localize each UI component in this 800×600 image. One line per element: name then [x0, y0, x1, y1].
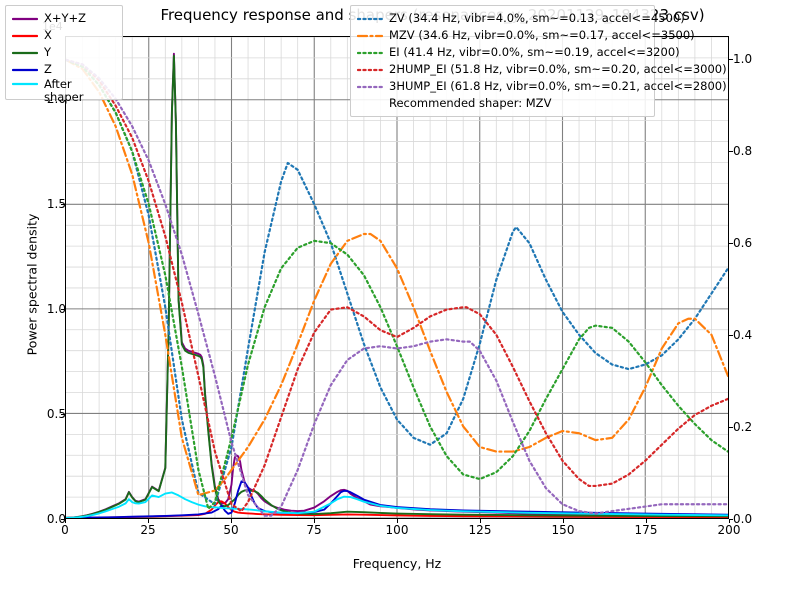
y-right-tick-mark: [729, 427, 733, 428]
x-tick-mark: [65, 519, 66, 523]
y-right-tick-label: 0.8: [733, 144, 753, 158]
x-tick-mark: [563, 519, 564, 523]
legend-item-label: 2HUMP_EI (51.8 Hz, vibr=0.0%, sm~=0.20, …: [389, 62, 727, 76]
x-tick-mark: [646, 519, 647, 523]
legend-item-label: Z: [44, 62, 52, 76]
y-tick-mark: [61, 309, 65, 310]
legend-swatch: [357, 81, 383, 93]
legend-item-label: 3HUMP_EI (61.8 Hz, vibr=0.0%, sm~=0.21, …: [389, 79, 727, 93]
y-tick-label: 0.0: [46, 512, 66, 526]
x-tick-label: 175: [634, 523, 658, 537]
series-zv: [66, 58, 728, 506]
legend-item-x-y-z[interactable]: X+Y+Z: [12, 10, 116, 27]
y-right-tick-label: 0.0: [733, 512, 753, 526]
legend-item-3hump-ei[interactable]: 3HUMP_EI (61.8 Hz, vibr=0.0%, sm~=0.21, …: [357, 78, 727, 95]
legend-item-label: EI (41.4 Hz, vibr=0.0%, sm~=0.19, accel<…: [389, 45, 680, 59]
y-tick-label: 1.5: [46, 197, 66, 211]
series-after-shaper: [66, 491, 728, 518]
y-axis-label: Power spectral density: [24, 213, 40, 356]
legend-swatch: [12, 47, 38, 59]
legend-item-ei[interactable]: EI (41.4 Hz, vibr=0.0%, sm~=0.19, accel<…: [357, 44, 680, 61]
x-tick-label: 150: [551, 523, 575, 537]
legend-item-label: Y: [44, 45, 52, 59]
legend-item-label: X+Y+Z: [44, 11, 87, 25]
x-tick-mark: [397, 519, 398, 523]
y-right-tick-mark: [729, 59, 733, 60]
grid-layer: [66, 37, 728, 518]
y-tick-mark: [61, 414, 65, 415]
legend-item-label: X: [44, 28, 52, 42]
y-tick-mark: [61, 204, 65, 205]
y-right-tick-label: 1.0: [733, 52, 753, 66]
series-2hump-ei: [66, 58, 728, 513]
legend-swatch: [12, 64, 38, 76]
legend-psd: X+Y+Z X Y Z After shaper: [5, 5, 123, 104]
legend-item-label: ZV (34.4 Hz, vibr=4.0%, sm~=0.13, accel<…: [389, 11, 685, 25]
legend-swatch: [12, 30, 38, 42]
y-right-tick-mark: [729, 151, 733, 152]
series-z: [66, 480, 728, 518]
y-right-tick-mark: [729, 243, 733, 244]
legend-swatch: [357, 13, 383, 25]
legend-item-after-shaper[interactable]: After shaper: [12, 78, 116, 104]
x-tick-label: 100: [385, 523, 409, 537]
legend-swatch: [12, 78, 38, 90]
data-layer: [66, 52, 728, 518]
y-right-tick-label: 0.4: [733, 328, 753, 342]
recommended-shaper-note: Recommended shaper: MZV: [389, 96, 552, 110]
legend-item-label: MZV (34.6 Hz, vibr=0.0%, sm~=0.17, accel…: [389, 28, 695, 42]
y-tick-label: 1.0: [46, 302, 66, 316]
legend-item-label: After shaper: [44, 77, 84, 104]
x-tick-mark: [729, 519, 730, 523]
y-right-tick-mark: [729, 335, 733, 336]
x-tick-label: 25: [140, 523, 156, 537]
x-tick-label: 200: [717, 523, 741, 537]
x-tick-mark: [480, 519, 481, 523]
x-tick-label: 50: [223, 523, 239, 537]
legend-item-2hump-ei[interactable]: 2HUMP_EI (51.8 Hz, vibr=0.0%, sm~=0.20, …: [357, 61, 727, 78]
series-ei: [66, 58, 728, 510]
y-tick-mark: [61, 519, 65, 520]
legend-swatch: [357, 30, 383, 42]
x-tick-mark: [148, 519, 149, 523]
legend-item-y[interactable]: Y: [12, 44, 116, 61]
x-axis-label: Frequency, Hz: [352, 556, 442, 571]
legend-item-mzv[interactable]: MZV (34.6 Hz, vibr=0.0%, sm~=0.17, accel…: [357, 27, 695, 44]
x-tick-mark: [231, 519, 232, 523]
y-right-tick-mark: [729, 519, 733, 520]
x-tick-mark: [314, 519, 315, 523]
legend-item-x[interactable]: X: [12, 27, 116, 44]
y-right-tick-label: 0.2: [733, 420, 753, 434]
legend-swatch: [357, 47, 383, 59]
legend-item-z[interactable]: Z: [12, 61, 116, 78]
x-tick-label: 75: [306, 523, 322, 537]
x-tick-label: 0: [61, 523, 69, 537]
y-right-tick-label: 0.6: [733, 236, 753, 250]
series-x-y-z: [66, 52, 662, 518]
series-mzv: [66, 58, 728, 497]
legend-swatch: [12, 13, 38, 25]
series-3hump-ei: [66, 58, 728, 517]
legend-shapers: ZV (34.4 Hz, vibr=4.0%, sm~=0.13, accel<…: [350, 5, 727, 117]
series-y: [66, 54, 728, 518]
y-tick-label: 0.5: [46, 407, 66, 421]
legend-item-zv[interactable]: ZV (34.4 Hz, vibr=4.0%, sm~=0.13, accel<…: [357, 10, 685, 27]
legend-swatch: [357, 64, 383, 76]
x-tick-label: 125: [468, 523, 492, 537]
